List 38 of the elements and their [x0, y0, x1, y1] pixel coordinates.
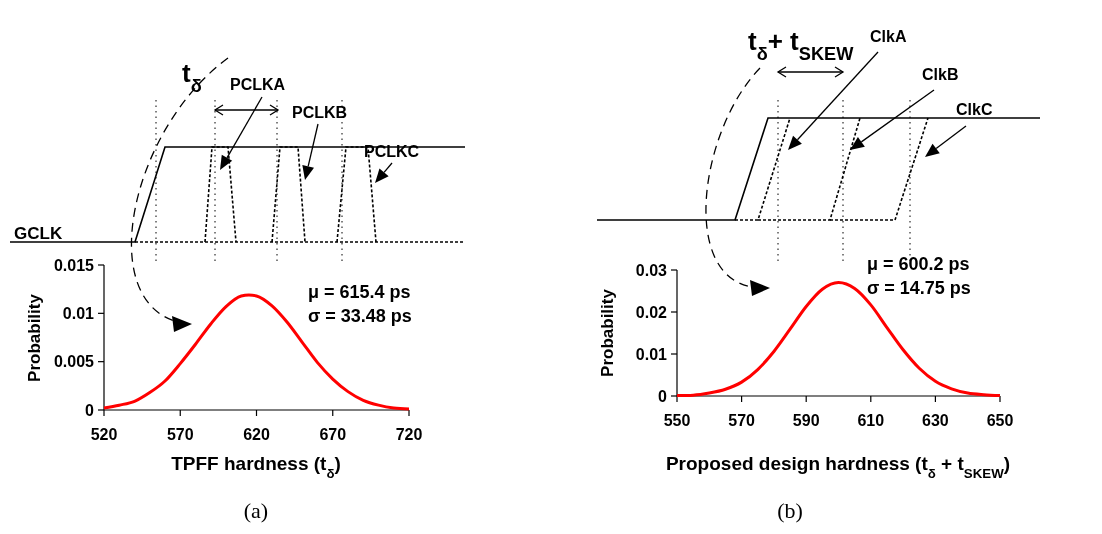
x-tick-label: 570: [728, 412, 756, 429]
text: (b): [777, 498, 803, 523]
annotation: σ = 14.75 ps: [867, 278, 971, 298]
y-tick-label: 0.02: [635, 303, 668, 321]
text: (a): [243, 498, 269, 523]
y-axis-title: Probability: [598, 288, 617, 377]
text: PCLKB: [292, 104, 348, 121]
x-tick-label: 570: [166, 426, 194, 443]
text: ClkB: [922, 66, 959, 83]
annotation: σ = 33.48 ps: [308, 306, 412, 326]
x-axis-title: Proposed design hardness (t$_{δ}$ + t$_{SKEW}$): [665, 453, 1011, 481]
y-tick-label: 0.015: [53, 256, 95, 274]
x-tick-label: 670: [319, 426, 347, 443]
x-axis-title: TPFF hardness (t$_{δ}$): [171, 453, 341, 481]
annotation: μ = 600.2 ps: [867, 254, 970, 274]
text: ClkC: [956, 101, 993, 118]
x-tick-label: 630: [922, 412, 949, 429]
y-tick-label: 0: [85, 401, 95, 419]
x-tick-label: 610: [857, 412, 885, 429]
x-tick-label: 650: [986, 412, 1014, 429]
y-tick-label: 0.01: [62, 304, 95, 322]
text: PCLKC: [364, 143, 420, 160]
x-tick-label: 620: [243, 426, 270, 443]
y-tick-label: 0: [658, 387, 668, 405]
x-tick-label: 550: [663, 412, 691, 429]
text: PCLKA: [230, 76, 286, 93]
y-tick-label: 0.01: [635, 345, 668, 363]
text: t$_{δ}$: [182, 58, 202, 96]
x-tick-label: 520: [90, 426, 118, 443]
y-axis-title: Probability: [25, 293, 44, 382]
annotation: μ = 615.4 ps: [308, 282, 411, 302]
x-tick-label: 720: [395, 426, 423, 443]
y-tick-label: 0.005: [53, 353, 95, 371]
text: t$_{δ}$+ t$_{SKEW}$: [748, 26, 855, 64]
text: ClkA: [870, 28, 907, 45]
y-tick-label: 0.03: [635, 261, 668, 279]
x-tick-label: 590: [792, 412, 820, 429]
text: GCLK: [14, 224, 63, 243]
